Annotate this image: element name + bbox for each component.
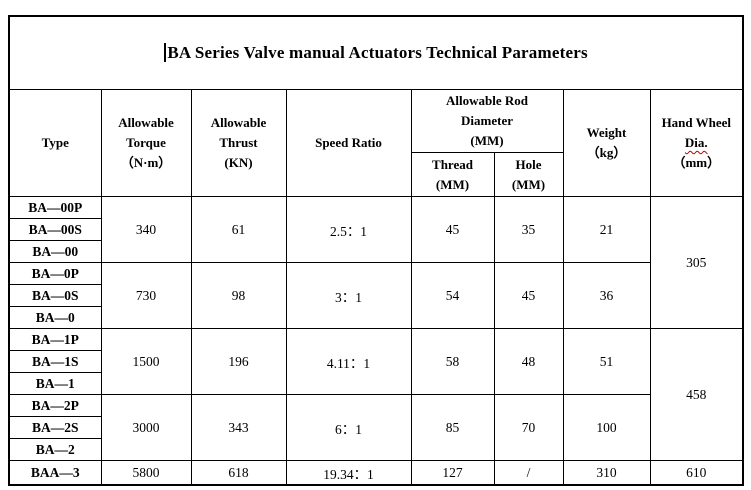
type-cell: BA—1S [8,350,102,373]
hand-wheel-value: 305 [649,196,744,329]
thrust-value: 343 [190,394,287,461]
type-cell: BA—00 [8,240,102,263]
header-thrust-unit: (KN) [224,155,253,170]
type-cell: BA—1 [8,372,102,395]
thread-value: 85 [410,394,495,461]
torque-value: 730 [100,262,192,329]
thrust-value: 196 [190,328,287,395]
type-cell: BA—2P [8,394,102,417]
header-thrust-line1: Allowable [210,115,267,130]
header-hand-wheel: Hand Wheel Dia. （mm） [649,89,744,197]
speed-ratio-value: 2.5：1 [285,196,412,263]
thread-value: 45 [410,196,495,263]
type-cell: BA—0P [8,262,102,285]
header-hand-wheel-unit: （mm） [672,155,721,170]
header-torque-line2: Torque [126,135,166,150]
header-thrust: Allowable Thrust (KN) [190,89,287,197]
header-thread: Thread (MM) [410,152,495,197]
header-thread-unit: (MM) [435,176,470,192]
parameters-table: BA Series Valve manual Actuators Technic… [8,15,745,486]
table-title-cell: BA Series Valve manual Actuators Technic… [8,15,744,90]
hand-wheel-value: 458 [649,328,744,461]
table-row: BA—00 [8,240,743,263]
torque-value: 1500 [100,328,192,395]
thread-value: 58 [410,328,495,395]
header-hole-unit: (MM) [511,176,546,192]
header-thrust-line2: Thrust [219,135,258,150]
weight-value: 36 [562,262,651,329]
thrust-value: 98 [190,262,287,329]
hole-value: 70 [493,394,564,461]
header-rod-line1: Allowable Rod [446,93,528,108]
header-row-1: Type Allowable Torque （N·m） Allowable Th… [8,89,744,197]
page-title: BA Series Valve manual Actuators Technic… [167,43,588,62]
type-cell: BA—1P [8,328,102,351]
header-torque: Allowable Torque （N·m） [100,89,192,197]
table-row: BA—1P 1500 196 4.11：1 58 48 51 458 [8,328,744,461]
header-rod-unit: (MM) [470,133,504,148]
header-row-2: Thread (MM) Hole (MM) [9,152,743,197]
thread-value: 54 [410,262,495,329]
weight-value: 100 [562,394,651,461]
text-cursor [164,43,167,62]
weight-value: 51 [562,328,651,395]
header-hole-line1: Hole [515,156,542,172]
header-speed-ratio: Speed Ratio [285,89,412,197]
hole-value: 45 [493,262,564,329]
header-rod-line2: Diameter [461,113,513,128]
header-torque-unit: （N·m） [120,155,172,170]
hole-value: 48 [493,328,564,395]
type-cell: BAA—3 [8,460,102,486]
speed-ratio-value: 4.11：1 [285,328,412,395]
header-torque-line1: Allowable [118,115,174,130]
type-cell: BA—2S [8,416,102,439]
header-hole: Hole (MM) [493,152,564,197]
table-row: BA—00P 340 61 2.5：1 45 35 21 305 [8,196,744,329]
header-type: Type [8,89,102,197]
weight-value: 21 [562,196,651,263]
table-row: BA—2S [8,416,743,439]
thread-value: 127 [410,460,495,486]
header-hand-wheel-line1: Hand Wheel [661,115,732,130]
speed-ratio-value: 3：1 [285,262,412,329]
torque-value: 5800 [100,460,192,486]
type-cell: BA—00S [8,218,102,241]
hand-wheel-value: 610 [649,460,744,486]
torque-value: 3000 [100,394,192,461]
table-row: BA—2P 3000 343 6：1 85 70 100 [8,394,743,461]
torque-value: 340 [100,196,192,263]
table-row: BA—0S [8,284,743,307]
table-row: BA—2 [8,438,743,461]
hole-value: 35 [493,196,564,263]
weight-value: 310 [562,460,651,486]
hand-wheel-dia-misspell: Dia. [684,135,708,150]
thrust-value: 618 [190,460,287,486]
table-row: BA—0P 730 98 3：1 54 45 36 [8,262,743,329]
header-weight-line1: Weight [586,125,627,140]
type-cell: BA—2 [8,438,102,461]
speed-ratio-value: 19.34：1 [285,460,412,486]
type-cell: BA—0 [8,306,102,329]
table-row: BAA—3 5800 618 19.34：1 127 / 310 610 [8,460,744,486]
header-weight-unit: （kg） [586,145,627,160]
header-hand-wheel-line2: Dia. [651,133,742,153]
speed-ratio-value: 6：1 [285,394,412,461]
thrust-value: 61 [190,196,287,263]
header-thread-line1: Thread [432,156,473,172]
title-row: BA Series Valve manual Actuators Technic… [8,15,744,90]
header-rod-diameter: Allowable Rod Diameter (MM) [410,89,564,153]
type-cell: BA—0S [8,284,102,307]
header-weight: Weight （kg） [562,89,651,197]
hole-value: / [493,460,564,486]
type-cell: BA—00P [8,196,102,219]
